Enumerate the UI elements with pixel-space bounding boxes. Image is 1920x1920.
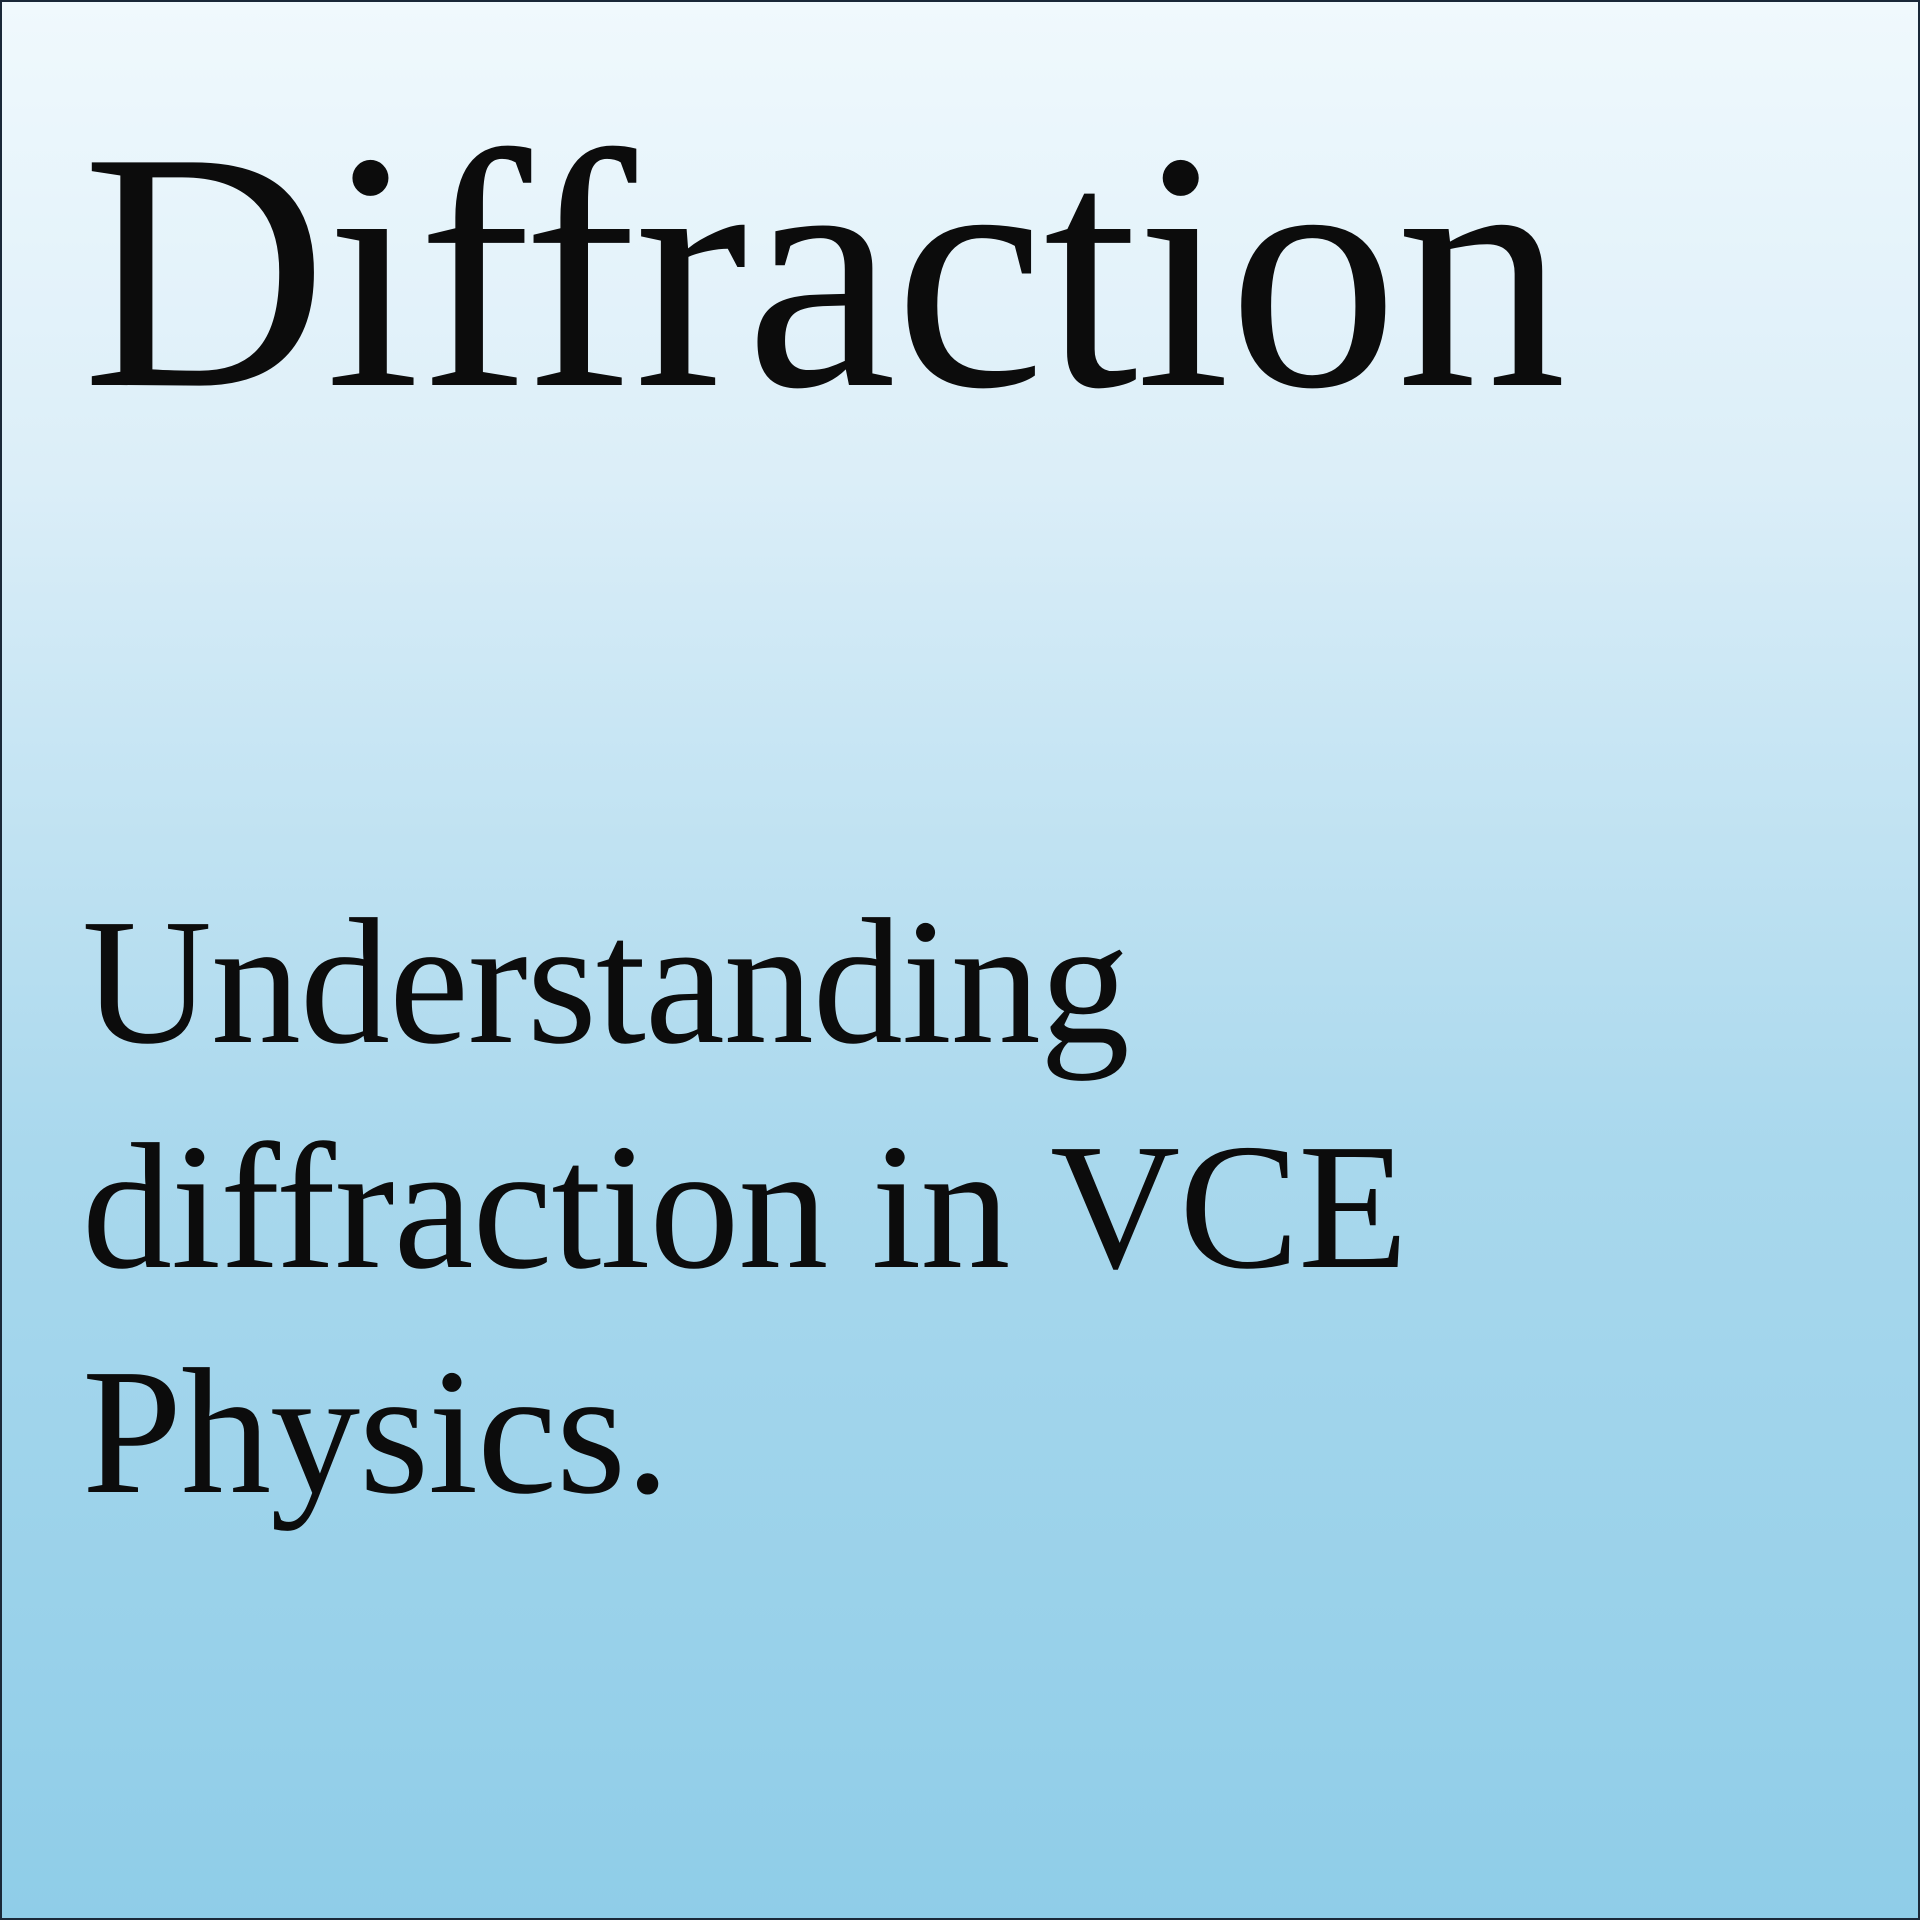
slide-container: Diffraction Understanding diffraction in…: [0, 0, 1920, 1920]
slide-title: Diffraction: [82, 92, 1858, 449]
slide-subtitle: Understanding diffraction in VCE Physics…: [82, 869, 1858, 1544]
